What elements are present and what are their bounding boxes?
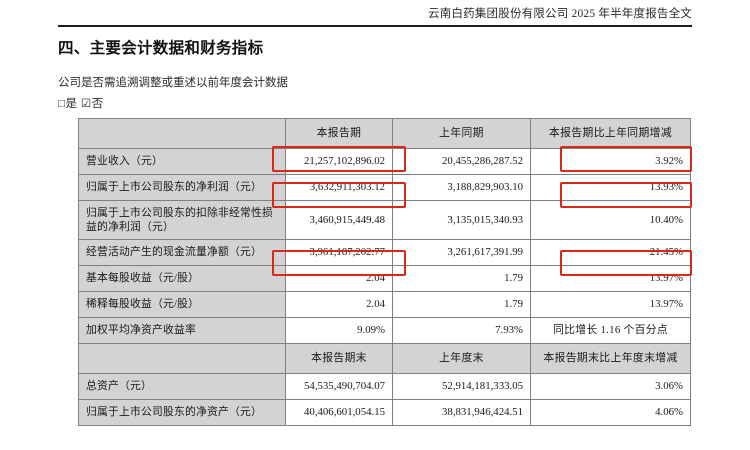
row-value-change: 13.97% [530, 291, 691, 318]
row-value-previous: 1.79 [392, 291, 531, 318]
header-cell-blank [78, 118, 286, 149]
table-row: 稀释每股收益（元/股） 2.04 1.79 13.97% [78, 291, 691, 318]
retrospective-adjustment-note: 公司是否需追溯调整或重述以前年度会计数据 [58, 77, 288, 89]
running-header-title: 云南白药集团股份有限公司 2025 年半年度报告全文 [428, 8, 692, 20]
table-header-row-period: 本报告期 上年同期 本报告期比上年同期增减 [78, 118, 691, 149]
row-label: 归属于上市公司股东的扣除非经常性损益的净利润（元） [78, 200, 286, 240]
row-value-change: 3.06% [530, 373, 691, 400]
header-cell-previous-period: 上年同期 [392, 118, 531, 149]
row-label: 稀释每股收益（元/股） [78, 291, 286, 318]
row-value-change: 同比增长 1.16 个百分点 [530, 317, 691, 344]
row-label: 归属于上市公司股东的净利润（元） [78, 174, 286, 201]
table-row: 营业收入（元） 21,257,102,896.02 20,455,286,287… [78, 148, 691, 175]
row-value-current: 54,535,490,704.07 [285, 373, 393, 400]
header-cell-current-endofperiod: 本报告期末 [285, 343, 393, 374]
row-value-change: 13.93% [530, 174, 691, 201]
table-row: 基本每股收益（元/股） 2.04 1.79 13.97% [78, 265, 691, 292]
table-row: 经营活动产生的现金流量净额（元） 3,961,187,202.77 3,261,… [78, 239, 691, 266]
table-row: 归属于上市公司股东的扣除非经常性损益的净利润（元） 3,460,915,449.… [78, 200, 691, 240]
row-value-current: 3,961,187,202.77 [285, 239, 393, 266]
table-header-row-endofperiod: 本报告期末 上年度末 本报告期末比上年度末增减 [78, 343, 691, 374]
row-value-previous: 38,831,946,424.51 [392, 399, 531, 426]
row-value-current: 21,257,102,896.02 [285, 148, 393, 175]
row-label: 归属于上市公司股东的净资产（元） [78, 399, 286, 426]
row-value-change: 10.40% [530, 200, 691, 240]
row-value-current: 3,632,911,303.12 [285, 174, 393, 201]
yes-no-checkbox-line: □是 ☑否 [58, 98, 104, 110]
row-value-previous: 52,914,181,333.05 [392, 373, 531, 400]
row-value-current: 3,460,915,449.48 [285, 200, 393, 240]
section-heading: 四、主要会计数据和财务指标 [58, 40, 264, 57]
row-label: 总资产（元） [78, 373, 286, 400]
page-running-header: 云南白药集团股份有限公司 2025 年半年度报告全文 [0, 0, 750, 26]
header-cell-previous-endofperiod: 上年度末 [392, 343, 531, 374]
row-value-change: 3.92% [530, 148, 691, 175]
table-row: 加权平均净资产收益率 9.09% 7.93% 同比增长 1.16 个百分点 [78, 317, 691, 344]
row-value-previous: 3,188,829,903.10 [392, 174, 531, 201]
row-value-current: 2.04 [285, 291, 393, 318]
header-cell-change-endofperiod: 本报告期末比上年度末增减 [530, 343, 691, 374]
table-row: 归属于上市公司股东的净利润（元） 3,632,911,303.12 3,188,… [78, 174, 691, 201]
row-value-current: 40,406,601,054.15 [285, 399, 393, 426]
financial-indicators-table: 本报告期 上年同期 本报告期比上年同期增减 营业收入（元） 21,257,102… [78, 118, 691, 426]
row-value-change: 13.97% [530, 265, 691, 292]
row-label: 加权平均净资产收益率 [78, 317, 286, 344]
row-value-current: 2.04 [285, 265, 393, 292]
header-cell-current-period: 本报告期 [285, 118, 393, 149]
row-value-previous: 3,135,015,340.93 [392, 200, 531, 240]
row-label: 基本每股收益（元/股） [78, 265, 286, 292]
table-row: 总资产（元） 54,535,490,704.07 52,914,181,333.… [78, 373, 691, 400]
row-value-previous: 7.93% [392, 317, 531, 344]
row-label: 营业收入（元） [78, 148, 286, 175]
row-value-previous: 20,455,286,287.52 [392, 148, 531, 175]
row-label: 经营活动产生的现金流量净额（元） [78, 239, 286, 266]
header-divider-rule [58, 25, 692, 27]
header-cell-change-period: 本报告期比上年同期增减 [530, 118, 691, 149]
row-value-current: 9.09% [285, 317, 393, 344]
header-cell-blank [78, 343, 286, 374]
financial-indicators-table-container: 本报告期 上年同期 本报告期比上年同期增减 营业收入（元） 21,257,102… [78, 118, 691, 426]
row-value-previous: 1.79 [392, 265, 531, 292]
row-value-change: 4.06% [530, 399, 691, 426]
row-value-previous: 3,261,617,391.99 [392, 239, 531, 266]
table-body: 本报告期 上年同期 本报告期比上年同期增减 营业收入（元） 21,257,102… [78, 118, 691, 426]
table-row: 归属于上市公司股东的净资产（元） 40,406,601,054.15 38,83… [78, 399, 691, 426]
row-value-change: 21.45% [530, 239, 691, 266]
